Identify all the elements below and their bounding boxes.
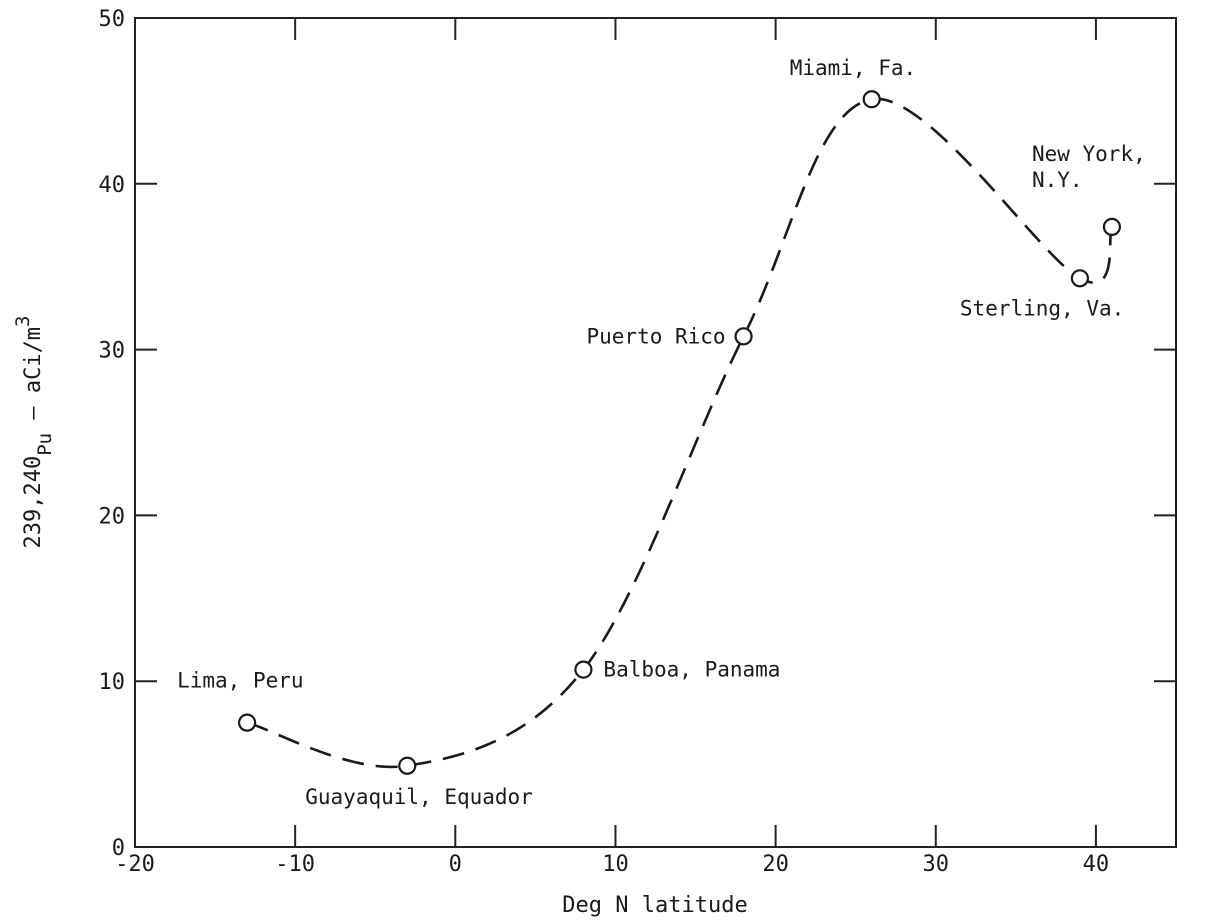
data-point-marker (734, 327, 753, 346)
x-tick-label: 0 (449, 852, 462, 877)
point-label: Sterling, Va. (960, 296, 1124, 320)
point-label: Guayaquil, Equador (305, 785, 533, 809)
x-tick-label: 40 (1083, 852, 1110, 877)
x-axis-ticks: -20 -10 0 10 20 30 40 (115, 18, 1109, 877)
y-axis-title: 239,240Pu – aCi/m3 (12, 315, 56, 548)
y-tick-label: 50 (99, 7, 126, 32)
data-point-marker (1102, 217, 1122, 237)
x-tick-label: 10 (602, 852, 629, 877)
point-label: Lima, Peru (177, 669, 303, 693)
series-line (246, 97, 1114, 769)
y-axis-ticks: 0 10 20 30 40 50 (99, 7, 1176, 861)
point-labels: Lima, Peru Guayaquil, Equador Balboa, Pana… (177, 56, 1146, 809)
point-label: Balboa, Panama (603, 658, 780, 682)
x-tick-label: 20 (762, 852, 789, 877)
x-tick-label: -20 (115, 852, 155, 877)
y-tick-label: 10 (99, 670, 126, 695)
data-point-marker (1070, 269, 1090, 288)
x-axis-title: Deg N latitude (562, 893, 747, 918)
data-point-marker (862, 90, 881, 109)
data-point-marker (398, 756, 417, 775)
data-point-marker (574, 660, 593, 679)
point-label: Miami, Fa. (790, 56, 916, 80)
data-points (238, 90, 1122, 775)
x-tick-label: -10 (275, 852, 315, 877)
y-tick-label: 40 (99, 173, 126, 198)
y-tick-label: 30 (99, 339, 126, 364)
y-tick-label: 20 (99, 504, 126, 529)
data-point-marker (238, 713, 257, 732)
point-label: Puerto Rico (587, 324, 726, 348)
point-label: New York, N.Y. (1032, 142, 1146, 192)
y-tick-label: 0 (112, 836, 125, 861)
x-tick-label: 30 (923, 852, 950, 877)
plot-frame (134, 17, 1177, 848)
